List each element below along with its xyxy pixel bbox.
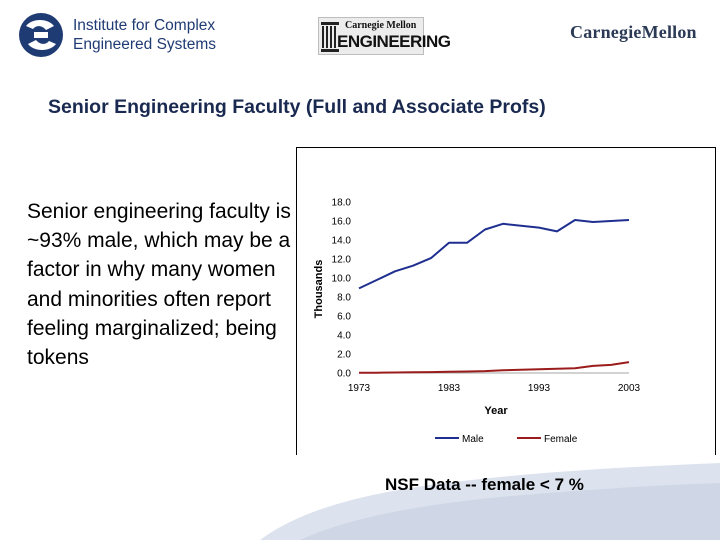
cmu-engineering-logo: Carnegie Mellon ENGINEERING <box>318 17 451 55</box>
y-tick-label: 4.0 <box>337 331 351 342</box>
chart-panel: 0.0 2.0 4.0 6.0 8.0 10.0 12.0 14.0 16.0 18.0 1973… <box>296 147 716 455</box>
y-tick-label: 10.0 <box>332 274 352 285</box>
slide-title: Senior Engineering Faculty (Full and Ass… <box>48 96 546 118</box>
x-tick-label: 2003 <box>618 383 641 394</box>
x-axis-label: Year <box>484 405 508 417</box>
chart-legend: Male Female <box>435 434 578 445</box>
y-tick-label: 12.0 <box>332 255 352 266</box>
series-line-female <box>358 361 630 374</box>
y-tick-label: 6.0 <box>337 312 351 323</box>
y-tick-label: 8.0 <box>337 293 351 304</box>
x-tick-label: 1993 <box>528 383 551 394</box>
cmu-engineering-logo-bottom: ENGINEERING <box>337 32 451 51</box>
decorative-band <box>260 463 720 540</box>
cmu-engineering-logo-top: Carnegie Mellon <box>345 20 417 31</box>
columns-icon <box>321 22 339 52</box>
y-tick-label: 2.0 <box>337 350 351 361</box>
icse-logo: Institute for Complex Engineered Systems <box>18 12 218 64</box>
legend-label-female: Female <box>544 434 578 445</box>
legend-label-male: Male <box>462 434 484 445</box>
icse-logo-line2: Engineered Systems <box>73 36 217 53</box>
y-tick-label: 14.0 <box>332 236 352 247</box>
slide-body-text: Senior engineering faculty is ~93% male,… <box>27 200 291 370</box>
y-tick-label: 16.0 <box>332 217 352 228</box>
x-tick-label: 1983 <box>438 383 461 394</box>
icse-logo-line1: Institute for Complex <box>73 17 216 34</box>
y-axis-label: Thousands <box>313 260 325 319</box>
data-source-caption: NSF Data -- female < 7 % <box>385 475 584 494</box>
series-line-male <box>358 219 630 290</box>
y-tick-label: 0.0 <box>337 369 351 380</box>
icse-logo-mark-icon <box>19 13 63 57</box>
x-tick-label: 1973 <box>348 383 371 394</box>
cmu-wordmark: CarnegieMellon <box>570 22 697 42</box>
faculty-line-chart: 0.0 2.0 4.0 6.0 8.0 10.0 12.0 14.0 16.0 18.0 1973… <box>313 198 641 446</box>
y-tick-label: 18.0 <box>332 198 352 209</box>
